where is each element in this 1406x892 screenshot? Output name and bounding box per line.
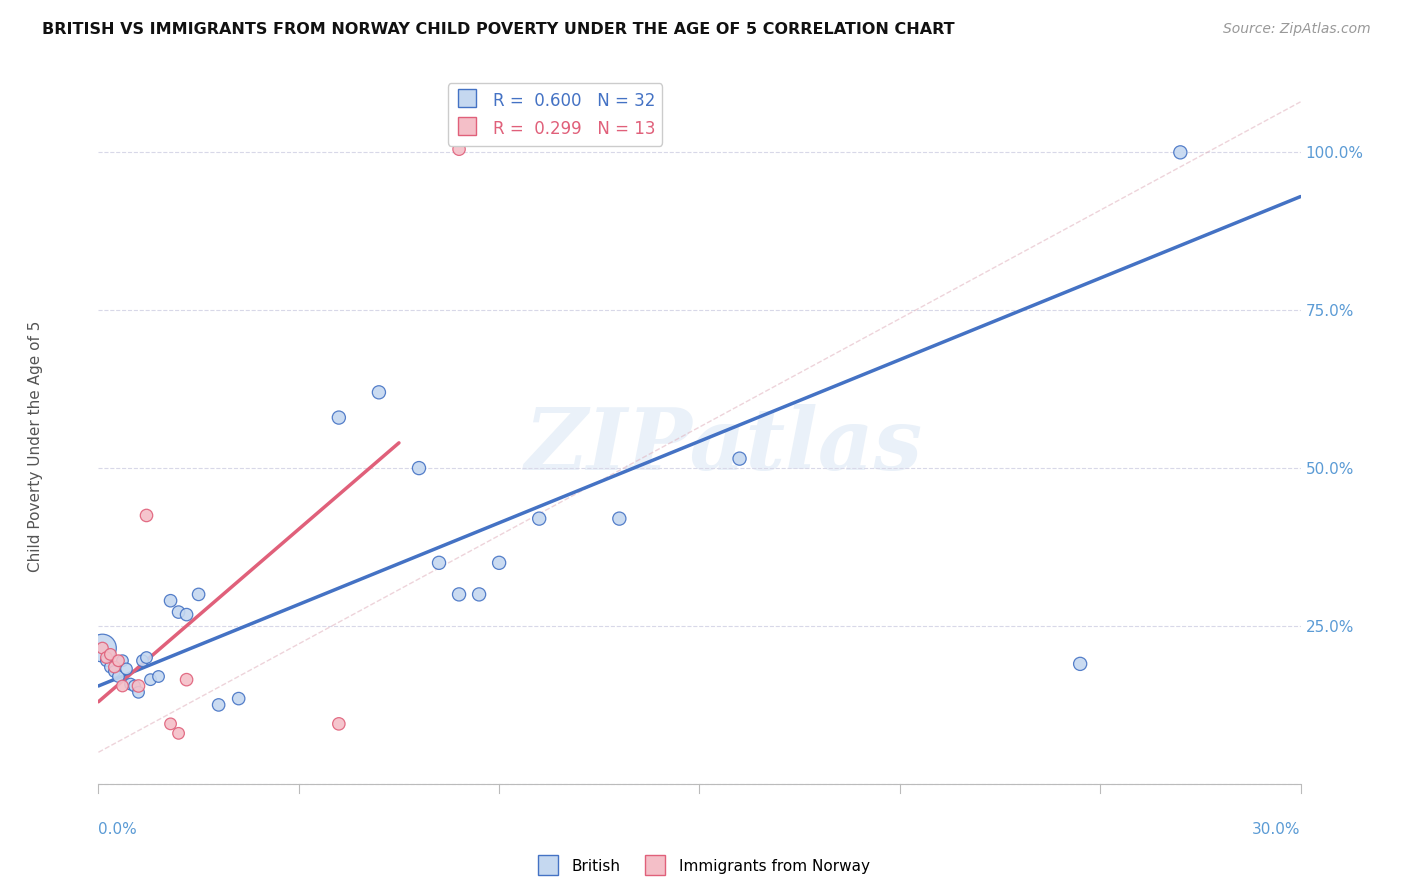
Point [529,511,551,525]
Point [167,605,190,619]
Point [159,717,181,731]
Point [159,593,181,607]
Point [111,654,134,668]
Point [96,650,118,665]
Point [368,385,391,400]
Point [131,654,153,668]
Point [609,511,631,525]
Point [135,508,157,523]
Point [148,669,170,683]
Point [128,685,150,699]
Point [427,556,450,570]
Point [91,641,114,656]
Point [100,660,122,674]
Point [488,556,510,570]
Point [96,654,118,668]
Point [107,654,129,668]
Point [139,673,162,687]
Point [728,451,751,466]
Point [124,679,146,693]
Point [328,717,350,731]
Point [228,691,250,706]
Point [408,461,430,475]
Text: BRITISH VS IMMIGRANTS FROM NORWAY CHILD POVERTY UNDER THE AGE OF 5 CORRELATION C: BRITISH VS IMMIGRANTS FROM NORWAY CHILD … [42,22,955,37]
Legend: R =  0.600   N = 32, R =  0.299   N = 13: R = 0.600 N = 32, R = 0.299 N = 13 [449,83,662,145]
Point [135,650,157,665]
Point [1170,145,1192,160]
Point [103,660,125,674]
Point [447,142,470,156]
Text: 0.0%: 0.0% [98,822,138,837]
Point [208,698,231,712]
Point [187,587,209,601]
Point [328,410,350,425]
Point [1069,657,1091,671]
Text: 30.0%: 30.0% [1253,822,1301,837]
Point [115,662,138,676]
Point [447,587,470,601]
Point [120,677,142,691]
Text: Source: ZipAtlas.com: Source: ZipAtlas.com [1223,22,1371,37]
Point [107,669,129,683]
Point [468,587,491,601]
Point [176,673,198,687]
Point [103,665,125,679]
Point [167,726,190,740]
Legend: British, Immigrants from Norway: British, Immigrants from Norway [530,853,876,880]
Text: ZIPatlas: ZIPatlas [524,404,922,488]
Point [128,679,150,693]
Text: Child Poverty Under the Age of 5: Child Poverty Under the Age of 5 [28,320,42,572]
Point [91,641,114,656]
Point [176,607,198,622]
Point [100,648,122,662]
Point [111,679,134,693]
